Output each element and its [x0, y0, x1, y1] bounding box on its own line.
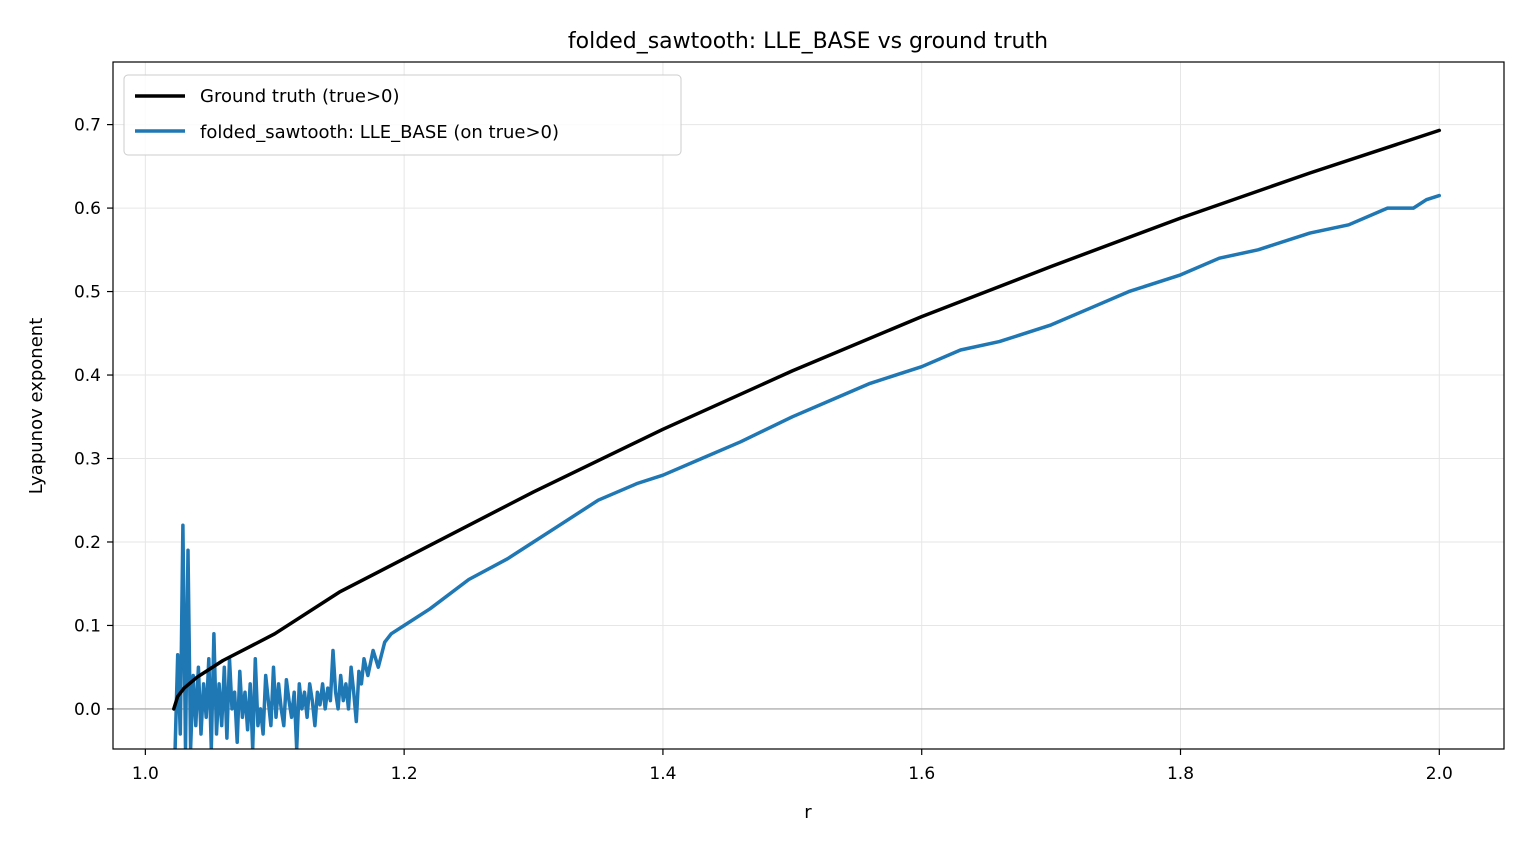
x-tick-label: 1.6 — [908, 764, 935, 784]
x-tick-label: 1.8 — [1167, 764, 1194, 784]
y-tick-label: 0.4 — [74, 366, 101, 386]
chart-title: folded_sawtooth: LLE_BASE vs ground trut… — [568, 29, 1048, 54]
legend-label-ground-truth: Ground truth (true>0) — [200, 86, 400, 107]
plot-frame — [112, 61, 1505, 750]
x-axis-label: r — [804, 802, 812, 823]
y-tick-label: 0.6 — [74, 199, 101, 219]
x-tick-label: 1.0 — [132, 764, 159, 784]
y-tick-label: 0.3 — [74, 450, 101, 470]
y-tick-label: 0.7 — [74, 116, 101, 136]
x-tick-label: 1.4 — [649, 764, 676, 784]
plot-background — [113, 62, 1504, 749]
legend-box — [123, 74, 682, 156]
series-ground-truth-line — [172, 128, 1442, 711]
y-tick-label: 0.0 — [74, 700, 101, 720]
legend-label-lle-base: folded_sawtooth: LLE_BASE (on true>0) — [200, 122, 559, 143]
series-lle-base-line — [173, 193, 1442, 749]
x-tick-label: 1.2 — [391, 764, 418, 784]
y-tick-label: 0.1 — [74, 616, 101, 636]
series-layer — [172, 128, 1442, 749]
y-tick-label: 0.5 — [74, 283, 101, 303]
grid — [113, 62, 1504, 749]
y-axis: 0.0 0.1 0.2 0.3 0.4 0.5 0.6 0.7 — [74, 116, 113, 720]
legend: Ground truth (true>0) folded_sawtooth: L… — [123, 74, 682, 156]
x-axis: 1.0 1.2 1.4 1.6 1.8 2.0 — [132, 749, 1453, 784]
x-tick-label: 2.0 — [1426, 764, 1453, 784]
y-axis-label: Lyapunov exponent — [26, 318, 47, 494]
y-tick-label: 0.2 — [74, 533, 101, 553]
